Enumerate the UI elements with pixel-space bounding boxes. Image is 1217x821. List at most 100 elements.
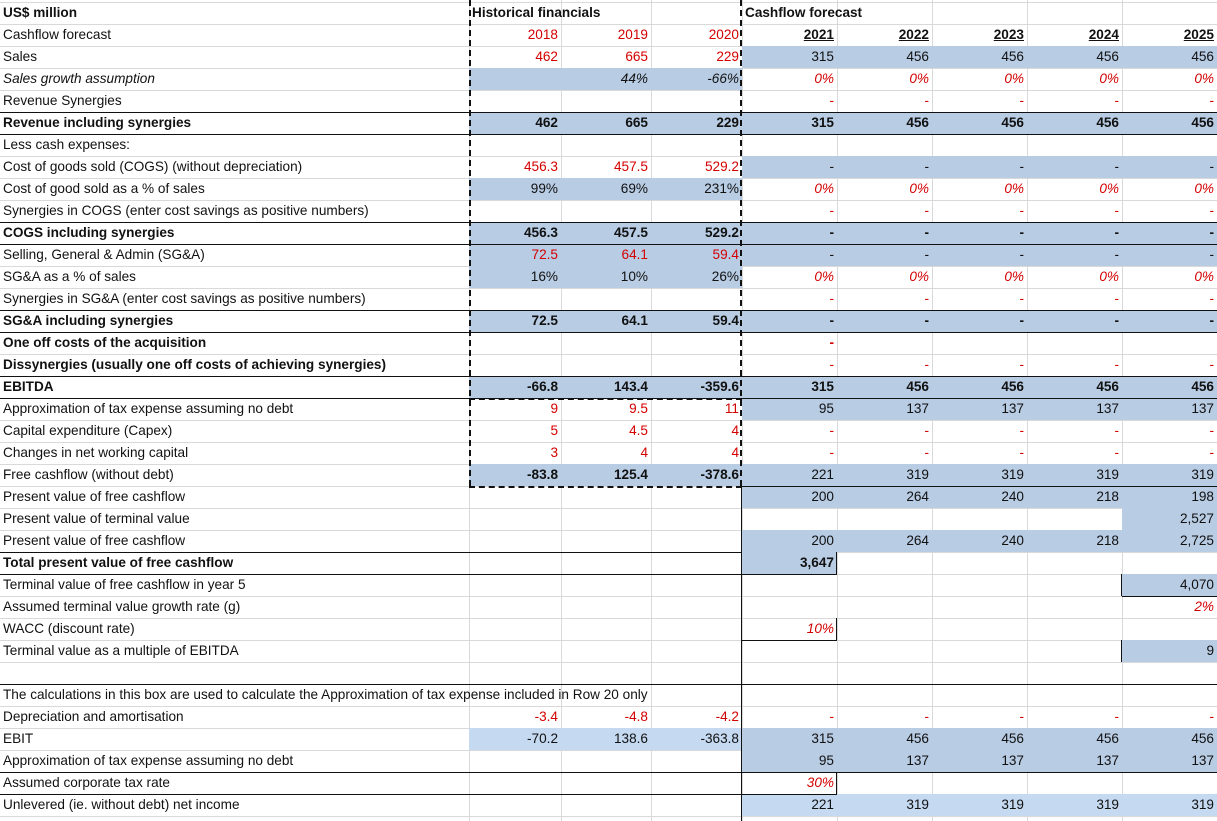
row-label[interactable]: Depreciation and amortisation <box>3 709 184 724</box>
hist-value[interactable]: 26% <box>651 266 742 288</box>
forecast-value[interactable]: 0% <box>814 71 834 86</box>
row-label[interactable]: Assumed terminal value growth rate (g) <box>3 599 241 614</box>
hist-value[interactable]: 229 <box>651 112 742 134</box>
row-label[interactable]: Less cash expenses: <box>3 137 130 152</box>
row-label[interactable]: Unlevered (ie. without debt) net income <box>3 797 240 812</box>
year-header-2021[interactable]: 2021 <box>803 27 834 42</box>
forecast-value[interactable]: 456 <box>1027 112 1122 134</box>
forecast-value[interactable] <box>742 596 837 618</box>
forecast-value[interactable]: 0% <box>1099 181 1119 196</box>
hist-value[interactable] <box>469 68 561 90</box>
forecast-value[interactable]: 137 <box>1027 398 1122 420</box>
hist-value[interactable]: 9.5 <box>629 401 648 416</box>
forecast-value[interactable] <box>932 508 1027 530</box>
forecast-value[interactable]: - <box>924 423 929 438</box>
hist-value[interactable]: 462 <box>469 112 561 134</box>
hist-value[interactable]: -83.8 <box>469 464 561 486</box>
forecast-value[interactable] <box>932 640 1027 662</box>
row-label[interactable]: COGS including synergies <box>3 225 175 240</box>
forecast-value[interactable]: 315 <box>742 728 837 750</box>
forecast-value[interactable] <box>837 332 932 354</box>
hist-value[interactable]: 4.5 <box>629 423 648 438</box>
forecast-value[interactable] <box>1122 618 1217 640</box>
forecast-value[interactable]: 264 <box>837 486 932 508</box>
row-label[interactable]: Revenue Synergies <box>3 93 122 108</box>
forecast-value[interactable]: 456 <box>837 376 932 398</box>
hist-value[interactable]: 4 <box>731 423 739 438</box>
forecast-value[interactable] <box>932 596 1027 618</box>
forecast-value[interactable]: 0% <box>909 181 929 196</box>
forecast-value[interactable]: 137 <box>932 398 1027 420</box>
row-label[interactable]: Approximation of tax expense assuming no… <box>3 753 294 768</box>
forecast-value[interactable]: 319 <box>1027 794 1122 816</box>
hist-value[interactable]: 665 <box>625 49 648 64</box>
row-label[interactable]: SG&A as a % of sales <box>3 269 136 284</box>
forecast-value[interactable]: 319 <box>932 464 1027 486</box>
forecast-value[interactable]: 456 <box>1122 376 1217 398</box>
forecast-value[interactable]: - <box>932 222 1027 244</box>
hist-value[interactable]: -4.2 <box>715 709 739 724</box>
forecast-value[interactable]: 0% <box>1099 71 1119 86</box>
forecast-value[interactable]: 2% <box>1194 599 1214 614</box>
hist-value[interactable]: 5 <box>550 423 558 438</box>
forecast-value[interactable] <box>742 574 837 596</box>
forecast-value[interactable] <box>1027 574 1122 596</box>
hist-value[interactable]: 59.4 <box>651 310 742 332</box>
forecast-value[interactable]: 319 <box>1027 464 1122 486</box>
forecast-value[interactable]: - <box>1019 445 1024 460</box>
forecast-value[interactable]: 315 <box>742 376 837 398</box>
historical-header[interactable]: Historical financials <box>472 5 601 20</box>
forecast-value[interactable] <box>837 596 932 618</box>
forecast-value[interactable]: - <box>1209 291 1214 306</box>
forecast-value[interactable]: 95 <box>742 750 837 772</box>
forecast-value[interactable]: 456 <box>1027 376 1122 398</box>
hist-value[interactable]: 231% <box>651 178 742 200</box>
forecast-value[interactable]: 9 <box>1122 640 1217 662</box>
row-label[interactable]: Cost of goods sold (COGS) (without depre… <box>3 159 303 174</box>
forecast-value[interactable] <box>837 640 932 662</box>
forecast-value[interactable]: - <box>1122 156 1217 178</box>
forecast-value[interactable]: - <box>742 156 837 178</box>
forecast-value[interactable]: 3,647 <box>742 552 837 574</box>
hist-value[interactable]: 3 <box>550 445 558 460</box>
row-label[interactable]: The calculations in this box are used to… <box>3 687 648 702</box>
forecast-value[interactable]: - <box>1114 709 1119 724</box>
forecast-value[interactable]: 456 <box>932 112 1027 134</box>
forecast-value[interactable] <box>837 618 932 640</box>
forecast-value[interactable] <box>837 772 932 794</box>
forecast-value[interactable] <box>742 508 837 530</box>
forecast-value[interactable]: - <box>829 335 834 350</box>
hist-value[interactable]: -363.8 <box>651 728 742 750</box>
hist-value[interactable]: -378.6 <box>651 464 742 486</box>
forecast-value[interactable]: - <box>932 244 1027 266</box>
forecast-value[interactable]: 137 <box>1122 750 1217 772</box>
hist-value[interactable]: 4 <box>640 445 648 460</box>
forecast-value[interactable]: - <box>742 222 837 244</box>
year-header-2018[interactable]: 2018 <box>527 27 558 42</box>
forecast-value[interactable]: - <box>829 203 834 218</box>
forecast-value[interactable]: 198 <box>1122 486 1217 508</box>
row-label[interactable]: Sales <box>3 49 38 64</box>
hist-value[interactable]: 72.5 <box>469 310 561 332</box>
forecast-value[interactable] <box>1027 596 1122 618</box>
forecast-value[interactable]: 0% <box>1099 269 1119 284</box>
forecast-value[interactable]: - <box>1027 244 1122 266</box>
forecast-value[interactable]: 137 <box>1027 750 1122 772</box>
year-header-2025[interactable]: 2025 <box>1183 27 1214 42</box>
forecast-value[interactable]: - <box>1019 357 1024 372</box>
forecast-value[interactable]: 319 <box>837 464 932 486</box>
forecast-value[interactable]: - <box>837 310 932 332</box>
forecast-value[interactable]: 456 <box>1122 46 1217 68</box>
hist-value[interactable]: 4 <box>731 445 739 460</box>
forecast-value[interactable]: - <box>1209 423 1214 438</box>
forecast-value[interactable]: - <box>1209 357 1214 372</box>
hist-value[interactable]: 462 <box>535 49 558 64</box>
forecast-value[interactable]: - <box>1209 445 1214 460</box>
forecast-value[interactable]: 315 <box>742 46 837 68</box>
forecast-value[interactable]: - <box>932 156 1027 178</box>
forecast-value[interactable] <box>932 332 1027 354</box>
forecast-value[interactable]: 137 <box>837 750 932 772</box>
forecast-value[interactable]: - <box>924 357 929 372</box>
hist-value[interactable]: 72.5 <box>469 244 561 266</box>
forecast-value[interactable]: - <box>924 93 929 108</box>
